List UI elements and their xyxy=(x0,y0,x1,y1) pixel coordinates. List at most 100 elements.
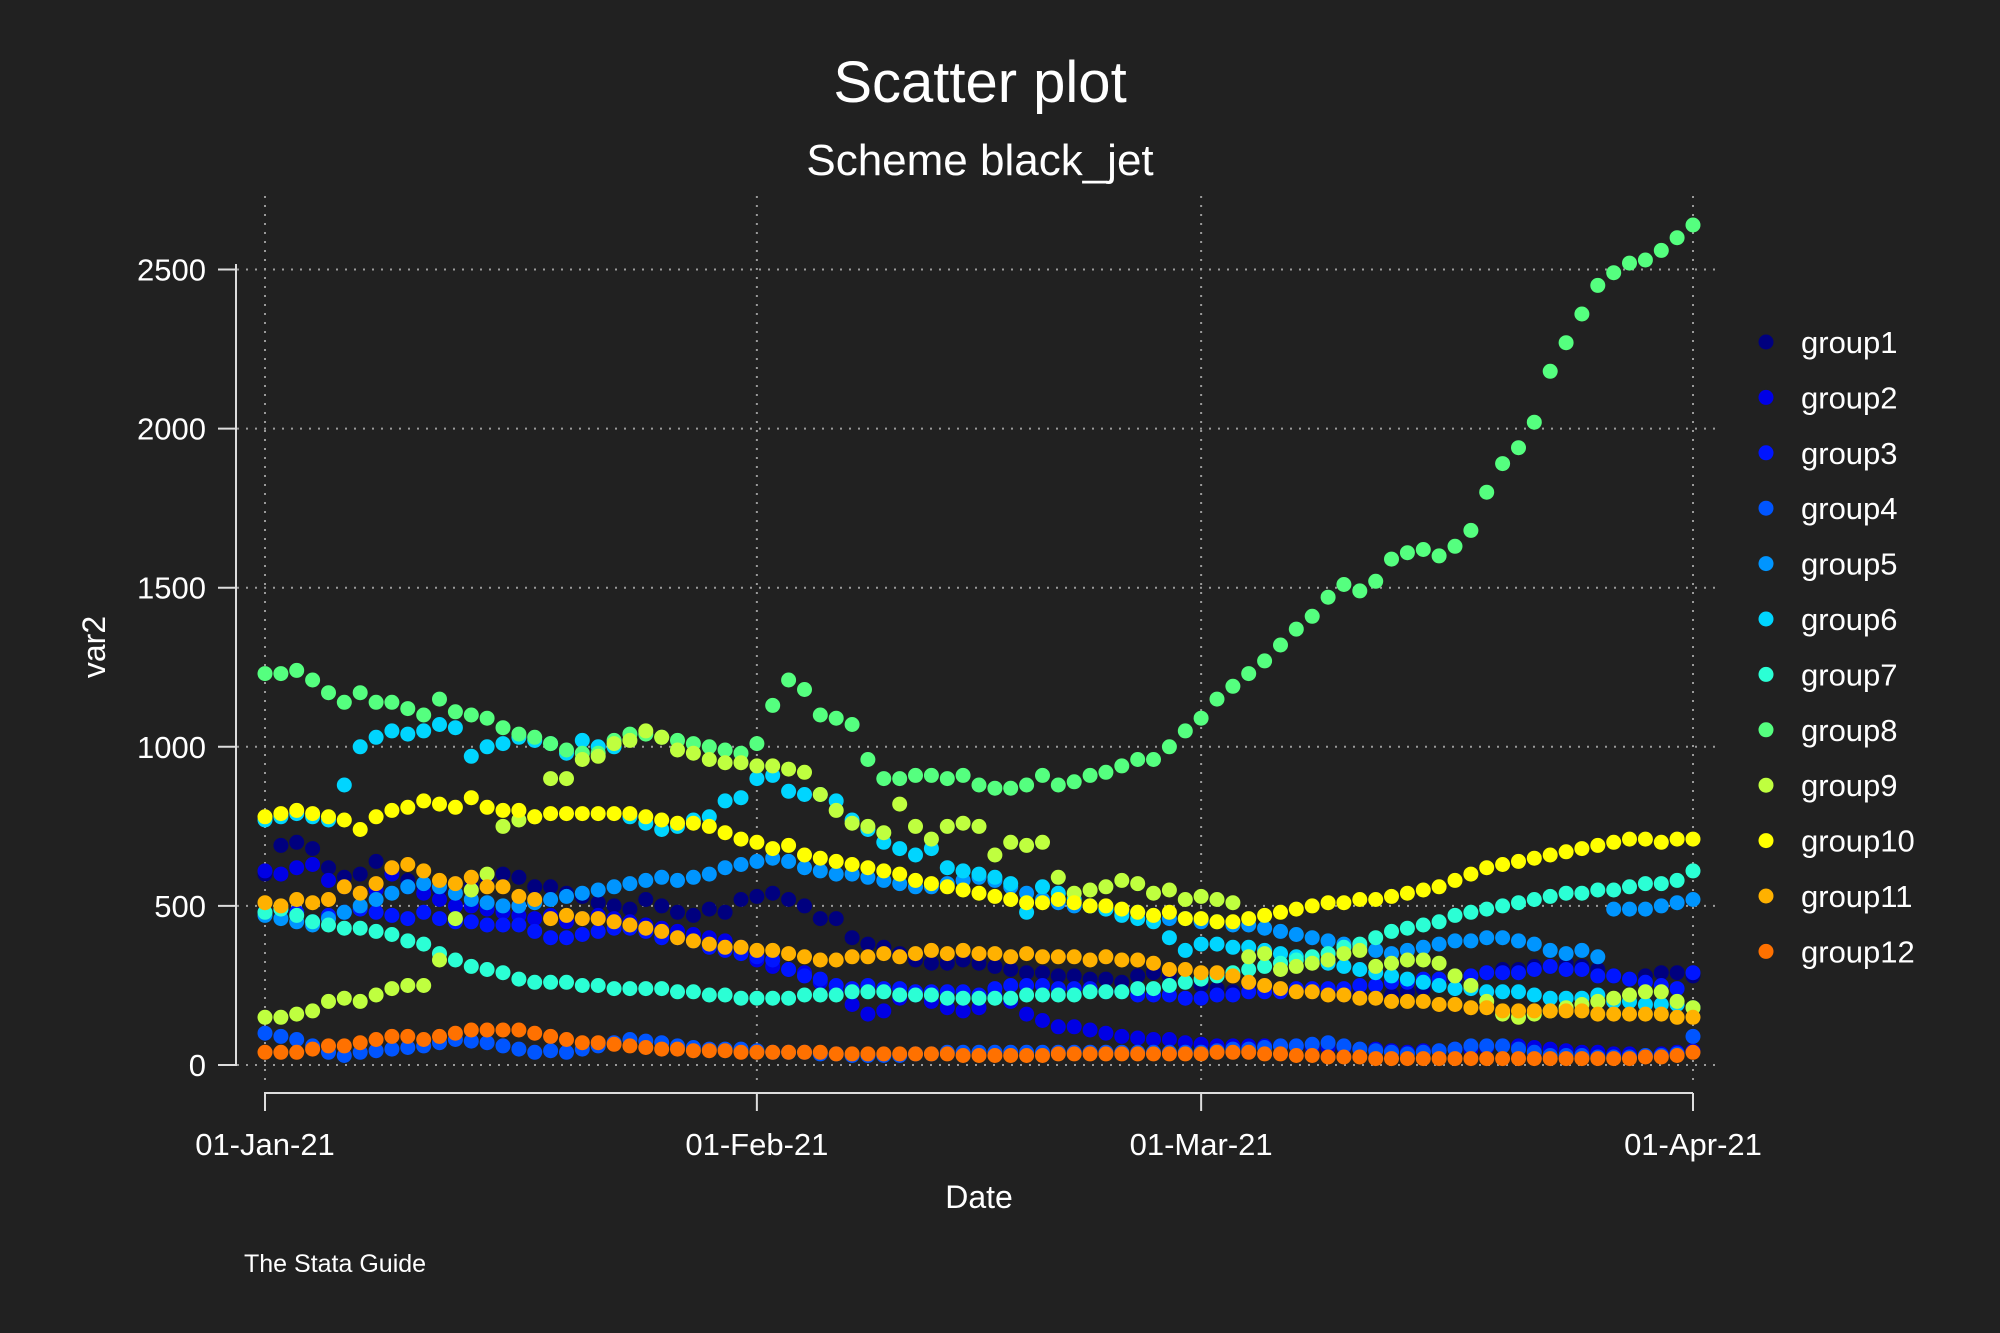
point-group10 xyxy=(432,796,447,812)
point-group1 xyxy=(273,837,289,853)
point-group12 xyxy=(1273,1046,1288,1062)
point-group11 xyxy=(1384,993,1399,1009)
point-group8 xyxy=(1511,440,1526,456)
point-group7 xyxy=(289,907,305,923)
point-group11 xyxy=(828,952,844,968)
point-group11 xyxy=(733,939,749,955)
point-group9 xyxy=(1622,987,1637,1003)
point-group9 xyxy=(939,818,955,834)
point-group5 xyxy=(1415,939,1431,955)
point-group9 xyxy=(1082,882,1098,898)
point-group1 xyxy=(1050,968,1066,984)
point-group3 xyxy=(1590,968,1606,984)
point-group1 xyxy=(352,866,368,882)
point-group6 xyxy=(1511,984,1526,1000)
point-group2 xyxy=(447,898,463,914)
point-group9 xyxy=(1336,946,1352,962)
point-group9 xyxy=(590,748,606,764)
point-group3 xyxy=(432,911,447,927)
legend-marker-group4 xyxy=(1758,500,1774,516)
point-group9 xyxy=(1637,984,1653,1000)
point-group11 xyxy=(1653,1006,1669,1022)
point-group11 xyxy=(1479,1000,1495,1016)
point-group6 xyxy=(368,729,384,745)
point-group8 xyxy=(1098,764,1114,780)
point-group12 xyxy=(1463,1051,1479,1067)
point-group1 xyxy=(1669,965,1685,981)
point-group10 xyxy=(1003,892,1019,907)
point-group3 xyxy=(1606,968,1622,984)
point-group11 xyxy=(955,942,971,958)
point-group3 xyxy=(1669,981,1685,997)
point-group9 xyxy=(1130,876,1146,892)
point-group3 xyxy=(1225,987,1241,1003)
point-group8 xyxy=(1161,739,1177,755)
point-group10 xyxy=(765,841,781,857)
point-group7 xyxy=(1511,895,1526,911)
point-group7 xyxy=(606,981,622,997)
point-group8 xyxy=(701,739,717,755)
point-group8 xyxy=(1273,637,1288,653)
point-group3 xyxy=(1352,978,1368,993)
point-group10 xyxy=(574,806,590,822)
point-group11 xyxy=(923,942,939,958)
point-group10 xyxy=(749,834,765,850)
point-group8 xyxy=(273,666,289,682)
point-group10 xyxy=(559,806,574,822)
point-group12 xyxy=(876,1046,892,1062)
point-group4 xyxy=(479,1035,495,1051)
point-group7 xyxy=(670,984,685,1000)
point-group2 xyxy=(432,892,447,907)
point-group9 xyxy=(1209,892,1225,907)
point-group7 xyxy=(1495,898,1511,914)
point-group8 xyxy=(289,662,305,678)
point-group10 xyxy=(812,850,828,866)
point-group1 xyxy=(670,904,685,920)
point-group10 xyxy=(1304,898,1320,914)
point-group10 xyxy=(1368,892,1384,907)
point-group1 xyxy=(622,901,638,917)
point-group7 xyxy=(1177,974,1193,990)
legend-label-group4: group4 xyxy=(1801,491,1898,526)
point-group3 xyxy=(1003,978,1019,993)
point-group7 xyxy=(1463,904,1479,920)
point-group11 xyxy=(1685,1009,1701,1025)
point-group12 xyxy=(368,1032,384,1047)
point-group9 xyxy=(1257,946,1273,962)
point-group4 xyxy=(463,1033,479,1049)
point-group1 xyxy=(495,866,511,882)
point-group7 xyxy=(1685,863,1701,879)
point-group10 xyxy=(939,879,955,895)
point-group12 xyxy=(1304,1048,1320,1063)
point-group10 xyxy=(336,812,352,828)
point-group8 xyxy=(797,682,812,697)
point-group5 xyxy=(559,888,574,904)
point-group8 xyxy=(384,694,400,710)
point-group10 xyxy=(923,876,939,892)
point-group10 xyxy=(1511,853,1526,869)
point-group6 xyxy=(447,720,463,736)
point-group11 xyxy=(1146,955,1161,971)
point-group11 xyxy=(908,946,923,962)
y-tick-label: 0 xyxy=(189,1048,206,1083)
point-group1 xyxy=(1653,965,1669,981)
point-group5 xyxy=(479,895,495,911)
y-axis-title: var2 xyxy=(76,616,112,678)
point-group4 xyxy=(527,1044,543,1060)
point-group1 xyxy=(1019,965,1035,981)
point-group9 xyxy=(400,978,416,993)
point-group5 xyxy=(574,885,590,901)
point-group7 xyxy=(876,984,892,1000)
point-group8 xyxy=(1558,335,1574,351)
point-group10 xyxy=(860,860,876,876)
point-group10 xyxy=(305,806,321,822)
point-group8 xyxy=(1019,777,1035,793)
legend-marker-group5 xyxy=(1758,556,1774,572)
point-group1 xyxy=(987,958,1003,974)
point-group12 xyxy=(1336,1049,1352,1065)
point-group3 xyxy=(812,971,828,987)
point-group10 xyxy=(321,809,336,825)
point-group9 xyxy=(447,911,463,927)
point-group6 xyxy=(733,790,749,806)
point-group2 xyxy=(305,857,321,872)
